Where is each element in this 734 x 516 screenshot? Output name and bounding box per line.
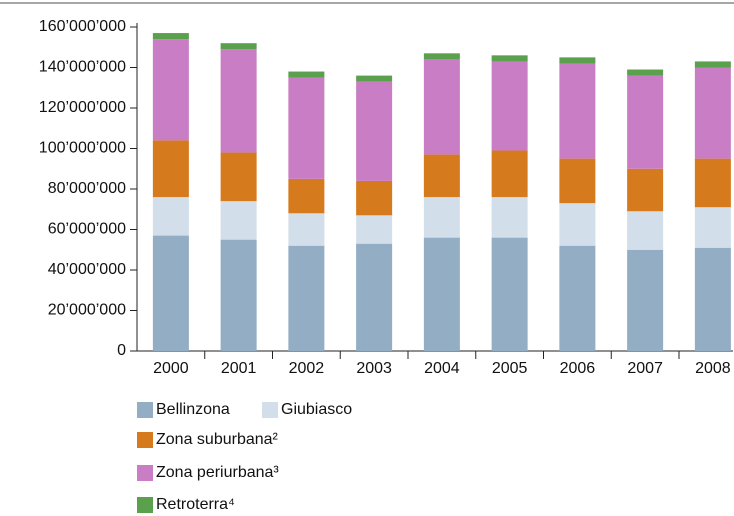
x-tick-label: 2006 [560, 360, 596, 377]
bar-segment [356, 75, 393, 82]
bar-segment [220, 152, 257, 202]
y-tick-label: 120’000’000 [39, 99, 126, 116]
bar-segment [694, 158, 731, 208]
legend-swatch [262, 402, 278, 418]
bar-segment [491, 197, 528, 238]
bar-segment [694, 67, 731, 159]
y-tick-label: 20’000’000 [48, 302, 126, 319]
bar-segment [288, 178, 325, 214]
bar-segment [152, 39, 189, 141]
bar-segment [423, 154, 460, 198]
bar-segment [627, 249, 664, 351]
bar-segment [491, 150, 528, 198]
bar-segment [152, 33, 189, 40]
x-tick-label: 2004 [424, 360, 460, 377]
y-tick-label: 160’000’000 [39, 18, 126, 35]
legend-label: Retroterra⁴ [156, 496, 235, 513]
bar-segment [694, 247, 731, 351]
bar-segment [559, 63, 596, 159]
legend-swatch [137, 402, 153, 418]
bar-segment [627, 211, 664, 250]
bar-segment [220, 43, 257, 50]
bar-segment [423, 237, 460, 351]
bar-segment [559, 57, 596, 64]
bar-segment [423, 53, 460, 60]
bar-segment [559, 203, 596, 246]
bar-segment [356, 243, 393, 351]
legend-label: Giubiasco [281, 401, 352, 418]
legend-label: Zona suburbana² [156, 431, 279, 448]
bar-segment [152, 235, 189, 351]
bar-segment [491, 55, 528, 62]
x-tick-label: 2005 [492, 360, 528, 377]
bar-segment [627, 69, 664, 76]
bar-segment [491, 237, 528, 351]
legend-swatch [137, 432, 153, 448]
bar-segment [491, 61, 528, 151]
x-tick-label: 2000 [153, 360, 189, 377]
bar-segment [288, 77, 325, 179]
bar-segment [694, 207, 731, 248]
bar-segment [288, 245, 325, 351]
bar-segment [627, 75, 664, 169]
y-tick-label: 100’000’000 [39, 140, 126, 157]
bar-segment [356, 215, 393, 244]
bar-segment [559, 158, 596, 204]
x-tick-label: 2003 [356, 360, 392, 377]
legend-label: Bellinzona [156, 401, 230, 418]
bar-segment [220, 239, 257, 351]
legend-label: Zona periurbana³ [156, 464, 279, 481]
bar-segment [220, 201, 257, 240]
y-tick-label: 60’000’000 [48, 221, 126, 238]
bar-segment [152, 140, 189, 198]
y-tick-label: 40’000’000 [48, 261, 126, 278]
bar-segment [423, 197, 460, 238]
x-tick-label: 2001 [221, 360, 257, 377]
legend-swatch [137, 497, 153, 513]
x-tick-label: 2007 [627, 360, 663, 377]
legend-swatch [137, 465, 153, 481]
x-tick-label: 2002 [289, 360, 325, 377]
bar-segment [288, 213, 325, 246]
y-tick-label: 0 [117, 342, 126, 359]
bar-segment [423, 59, 460, 155]
bar-segment [220, 49, 257, 153]
bar-segment [152, 197, 189, 236]
bar-segment [559, 245, 596, 351]
bar-segment [694, 61, 731, 68]
bar-segment [627, 168, 664, 212]
y-tick-label: 140’000’000 [39, 59, 126, 76]
bar-segment [356, 81, 393, 181]
y-tick-label: 80’000’000 [48, 180, 126, 197]
bar-segment [288, 71, 325, 78]
x-tick-label: 2008 [695, 360, 731, 377]
bar-segment [356, 180, 393, 216]
